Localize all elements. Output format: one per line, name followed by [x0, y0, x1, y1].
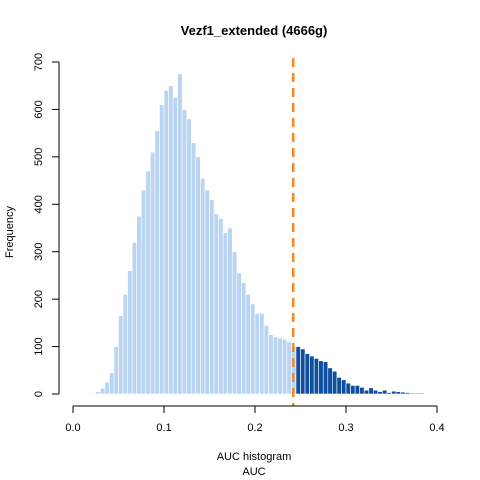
histogram-bar	[118, 315, 124, 395]
histogram-bar	[400, 391, 406, 395]
histogram-bar	[318, 360, 324, 395]
histogram-bar	[391, 390, 397, 395]
x-axis-label: AUC histogram	[217, 451, 292, 463]
histogram-bar	[309, 355, 315, 395]
histogram-bar	[254, 313, 260, 395]
histogram-bar	[241, 282, 247, 395]
histogram-bar	[168, 85, 174, 395]
y-tick-label: 200	[33, 290, 45, 308]
histogram-bar	[277, 337, 283, 395]
x-axis-sublabel: AUC	[242, 466, 265, 478]
histogram-bar	[140, 189, 147, 395]
y-tick-label: 100	[33, 337, 45, 355]
histogram-bar	[286, 341, 292, 395]
histogram-bar	[109, 372, 115, 395]
histogram-bar	[200, 177, 206, 395]
histogram-bar	[204, 189, 210, 395]
histogram-bar	[136, 215, 142, 395]
histogram-bar	[345, 382, 351, 395]
y-axis: 0 100 200 300 400 500 600 700	[33, 53, 60, 397]
histogram-bar	[181, 109, 188, 395]
histogram-bar	[104, 381, 110, 395]
y-tick-label: 300	[33, 243, 45, 261]
histogram-bar	[395, 391, 401, 395]
y-tick-label: 500	[33, 148, 45, 166]
y-axis-label: Frequency	[4, 206, 16, 258]
histogram-bar	[354, 385, 360, 395]
histogram-bar	[231, 251, 238, 395]
histogram-bar	[250, 303, 256, 395]
histogram-bar	[336, 377, 342, 395]
histogram-bar	[295, 346, 301, 395]
x-axis: 0.0 0.1 0.2 0.3 0.4	[65, 405, 445, 434]
histogram-bar	[122, 294, 128, 395]
histogram-bar	[177, 73, 183, 395]
histogram-bar	[145, 170, 151, 395]
histogram-bar	[372, 389, 379, 395]
histogram-bar	[281, 339, 288, 395]
histogram-bar	[332, 370, 338, 395]
histogram-bar	[159, 104, 165, 395]
histogram-bar	[245, 294, 251, 395]
y-tick-label: 600	[33, 100, 45, 118]
histogram-bar	[386, 392, 392, 395]
histogram-bar	[304, 353, 310, 395]
histogram-bar	[368, 387, 374, 395]
histogram-bar	[127, 270, 133, 395]
y-tick-label: 400	[33, 195, 45, 213]
histogram-bar	[272, 336, 279, 395]
y-tick-label: 0	[33, 391, 45, 397]
x-tick-label: 0.4	[429, 422, 444, 434]
histogram-bar	[218, 218, 224, 395]
histogram-bar	[404, 392, 410, 395]
histogram-bar	[409, 392, 415, 395]
histogram-bar	[222, 232, 228, 395]
histogram-bar	[359, 387, 365, 395]
chart-title: Vezf1_extended (4666g)	[181, 23, 328, 38]
histogram-bar	[154, 130, 160, 395]
histogram-bar	[259, 313, 265, 395]
histogram-bar	[236, 272, 242, 395]
x-tick-label: 0.3	[338, 422, 353, 434]
histogram-bar	[327, 367, 333, 395]
histogram-bar	[195, 156, 201, 395]
x-tick-label: 0.0	[65, 422, 80, 434]
histogram-bar	[186, 118, 192, 395]
y-tick-label: 700	[33, 53, 45, 71]
histogram-bar	[322, 361, 329, 395]
histogram-bar	[418, 392, 424, 395]
histogram-bar	[313, 358, 319, 395]
histogram-bar	[413, 392, 420, 395]
histogram-bar	[291, 346, 297, 395]
histogram-bar	[263, 324, 269, 395]
histogram-bar	[382, 389, 388, 395]
histogram-bar	[377, 391, 383, 395]
histogram-bar	[95, 391, 101, 395]
x-tick-label: 0.1	[156, 422, 171, 434]
histogram-bar	[341, 379, 347, 395]
histogram-bar	[209, 199, 215, 395]
histogram-bar	[150, 151, 156, 395]
histogram-bar	[227, 227, 233, 395]
histogram-bar	[191, 142, 197, 395]
histogram-bar	[163, 90, 169, 395]
histogram-bar	[363, 389, 370, 395]
histogram-bar	[172, 97, 178, 395]
histogram-bar	[268, 334, 274, 395]
histogram-bar	[90, 392, 97, 395]
histogram-bar	[213, 213, 219, 395]
histogram-bar	[113, 346, 119, 395]
x-tick-label: 0.2	[247, 422, 262, 434]
histogram-bar	[350, 385, 356, 395]
histogram-bar	[300, 348, 306, 395]
histogram-bars	[90, 73, 438, 395]
histogram-bar	[131, 241, 137, 395]
histogram-bar	[100, 388, 106, 395]
